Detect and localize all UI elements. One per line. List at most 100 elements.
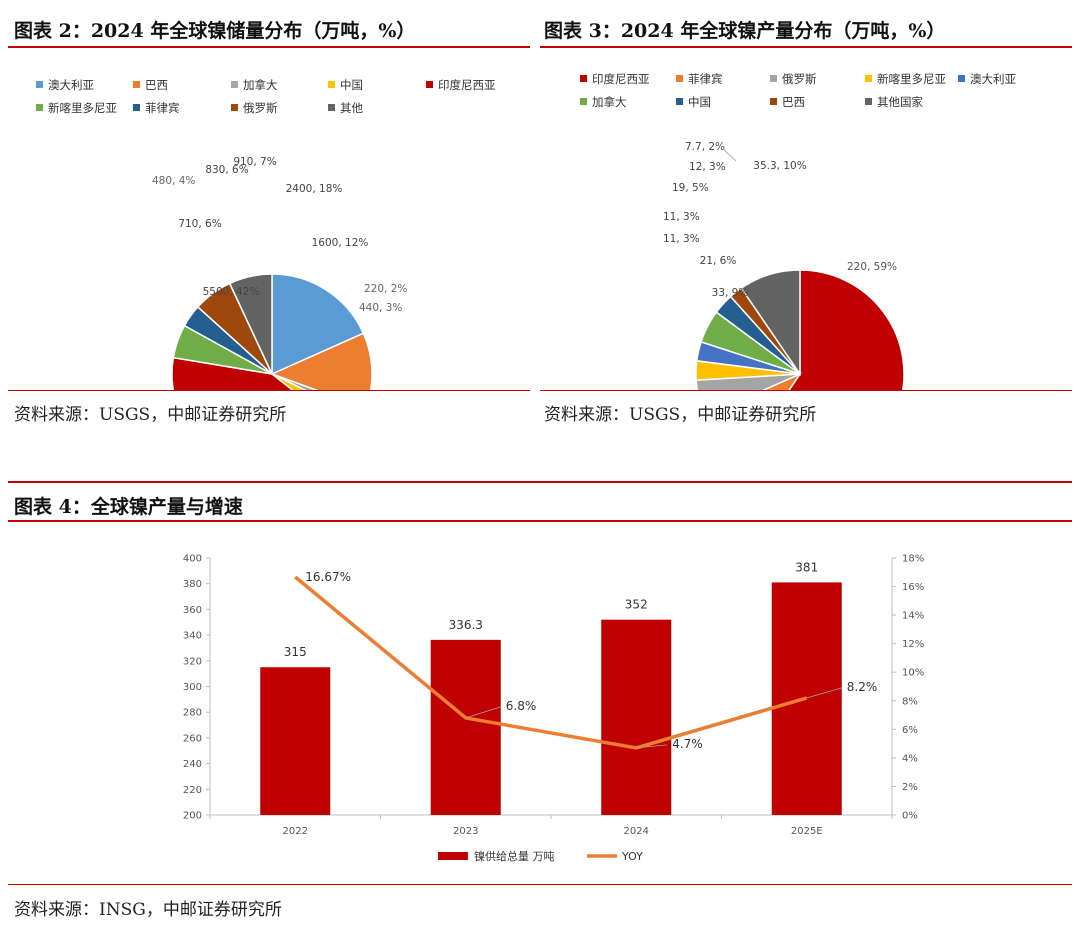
x-tick-label: 2022 <box>283 826 308 837</box>
fig2-bottom-rule <box>8 390 530 391</box>
fig3-slice <box>740 269 801 377</box>
y2-tick-label: 12% <box>902 639 924 650</box>
fig2-legend-item: 新喀里多尼亚 <box>36 100 117 116</box>
fig3-slice <box>788 269 905 390</box>
y2-tick-label: 4% <box>902 753 918 764</box>
y2-tick-label: 14% <box>902 611 924 622</box>
y-tick-label: 360 <box>183 605 202 616</box>
fig4-top-rule <box>8 520 1072 522</box>
yoy-leader-line <box>636 744 668 749</box>
fig3-data-label: 7.7, 2% <box>685 141 725 153</box>
fig3-data-label: 11, 3% <box>663 233 700 245</box>
fig2-legend-swatch <box>328 104 335 111</box>
x-tick-label: 2023 <box>453 826 478 837</box>
fig2-legend-label: 菲律宾 <box>145 101 180 115</box>
fig2-legend-item: 其他 <box>328 100 363 116</box>
fig2-legend-swatch <box>231 81 238 88</box>
fig2-legend-item: 俄罗斯 <box>231 100 278 116</box>
y2-tick-label: 10% <box>902 668 924 679</box>
y2-tick-label: 2% <box>902 782 918 793</box>
fig2-legend-item: 菲律宾 <box>133 100 180 116</box>
fig3-top-rule <box>540 46 1072 48</box>
fig3-legend-label: 中国 <box>688 95 711 109</box>
fig3-title: 图表 3：2024 年全球镍产量分布（万吨，%） <box>544 20 946 42</box>
fig3-legend-swatch <box>958 75 965 82</box>
fig2-data-label: 1600, 12% <box>312 237 369 249</box>
fig3-legend-item: 加拿大 <box>580 94 627 110</box>
y-tick-label: 240 <box>183 759 202 770</box>
yoy-leader-line <box>806 687 842 699</box>
y2-tick-label: 16% <box>902 582 924 593</box>
fig3-leader-line <box>722 148 737 162</box>
fig3-legend-item: 菲律宾 <box>676 71 723 87</box>
fig3-data-label: 21, 6% <box>700 255 737 267</box>
fig3-data-label: 33, 9% <box>712 287 749 299</box>
fig3-legend-swatch <box>580 98 587 105</box>
fig2-top-rule <box>8 46 530 48</box>
fig3-legend-swatch <box>865 98 872 105</box>
fig2-legend-item: 加拿大 <box>231 77 278 93</box>
fig3-legend-item: 其他国家 <box>865 94 923 110</box>
fig2-slice <box>271 273 365 376</box>
y-tick-label: 300 <box>183 682 202 693</box>
y-tick-label: 220 <box>183 785 202 796</box>
legend-line-label: YOY <box>621 850 643 863</box>
fig2-legend-label: 印度尼西亚 <box>438 78 496 92</box>
fig2-source: 资料来源：USGS，中邮证券研究所 <box>14 405 287 425</box>
fig3-legend-label: 巴西 <box>782 95 805 109</box>
y-tick-label: 260 <box>183 733 202 744</box>
bar-value-label: 381 <box>795 560 818 574</box>
fig2-legend-label: 中国 <box>340 78 363 92</box>
fig2-slice <box>271 373 307 390</box>
fig3-data-label: 35.3, 10% <box>753 160 806 172</box>
fig3-legend-label: 菲律宾 <box>688 72 723 86</box>
fig4-title: 图表 4：全球镍产量与增速 <box>14 496 243 518</box>
fig2-legend-swatch <box>328 81 335 88</box>
fig2-legend-swatch <box>231 104 238 111</box>
fig2-data-label: 830, 6% <box>205 164 248 176</box>
fig2-data-label: 220, 2% <box>364 283 407 295</box>
y2-tick-label: 18% <box>902 554 924 565</box>
fig2-slice <box>228 273 273 375</box>
fig2-legend-item: 巴西 <box>133 77 168 93</box>
fig4-top-rule-upper <box>8 481 1072 483</box>
fig2-data-label: 710, 6% <box>178 218 221 230</box>
fig3-legend-label: 加拿大 <box>592 95 627 109</box>
fig3-legend-label: 其他国家 <box>877 95 923 109</box>
fig3-legend-swatch <box>580 75 587 82</box>
fig3-source: 资料来源：USGS，中邮证券研究所 <box>544 405 817 425</box>
fig3-legend-item: 巴西 <box>770 94 805 110</box>
fig2-legend-label: 巴西 <box>145 78 168 92</box>
fig2-legend-label: 新喀里多尼亚 <box>48 101 117 115</box>
fig3-legend-item: 印度尼西亚 <box>580 71 650 87</box>
fig3-data-label: 220, 59% <box>847 261 897 273</box>
fig2-legend-label: 澳大利亚 <box>48 78 94 92</box>
fig3-legend: 印度尼西亚 菲律宾 俄罗斯 新喀里多尼亚 澳大利亚 加拿大 中国 巴西 其他国家 <box>540 0 1080 130</box>
fig2-legend-label: 其他 <box>340 101 363 115</box>
fig2-data-label: 440, 3% <box>359 302 402 314</box>
yoy-value-label: 16.67% <box>305 570 351 584</box>
fig3-legend-swatch <box>676 75 683 82</box>
fig3-legend-label: 澳大利亚 <box>970 72 1016 86</box>
y-tick-label: 380 <box>183 579 202 590</box>
y-tick-label: 400 <box>183 554 202 565</box>
x-tick-label: 2025E <box>791 826 823 837</box>
fig2-slice <box>171 356 294 390</box>
fig3-legend-label: 新喀里多尼亚 <box>877 72 946 86</box>
fig2-legend-label: 俄罗斯 <box>243 101 278 115</box>
fig2-legend-label: 加拿大 <box>243 78 278 92</box>
fig2-legend-swatch <box>36 81 43 88</box>
yoy-line <box>294 575 808 750</box>
y-tick-label: 280 <box>183 708 202 719</box>
fig2-legend-swatch <box>36 104 43 111</box>
fig2-data-label: 480, 4% <box>152 175 195 187</box>
fig4-source: 资料来源：INSG，中邮证券研究所 <box>14 900 282 920</box>
y-tick-label: 200 <box>183 811 202 822</box>
fig2-data-label: 2400, 18% <box>286 183 343 195</box>
y2-tick-label: 8% <box>902 696 918 707</box>
fig2-legend: 澳大利亚 巴西 加拿大 中国 印度尼西亚新喀里多尼亚 菲律宾 俄罗斯 其他 <box>0 0 540 130</box>
y2-tick-label: 0% <box>902 811 918 822</box>
bar <box>430 639 501 815</box>
fig2-title: 图表 2：2024 年全球镍储量分布（万吨，%） <box>14 20 416 42</box>
fig3-data-label: 19, 5% <box>672 182 709 194</box>
